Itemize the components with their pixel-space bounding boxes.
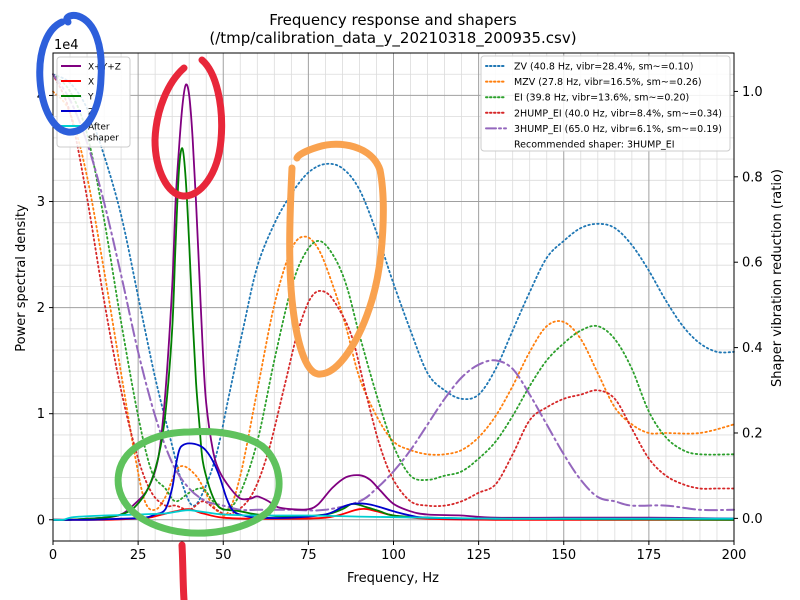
blue-circle-annotation: [36, 12, 105, 136]
x-tick-label: 100: [381, 548, 406, 563]
psd-line-z: [52, 442, 734, 521]
red-stroke-annotation: [178, 541, 188, 600]
shaper-line-ei: [52, 73, 735, 511]
x-tick-label: 200: [722, 548, 747, 563]
y-axis-label: Power spectral density: [14, 204, 29, 352]
legend-shaper-label: 3HUMP_EI (65.0 Hz, vibr=6.1%, sm~=0.19): [514, 124, 722, 135]
legend-shapers-box: [480, 55, 731, 152]
y-right-tick-label: 1.0: [742, 85, 763, 100]
legend-shaper-label: MZV (27.8 Hz, vibr=16.5%, sm~=0.26): [514, 77, 702, 88]
x-tick-label: 0: [49, 548, 57, 563]
hand-drawn-annotations: [36, 12, 387, 600]
legend-psd-box: [56, 56, 131, 148]
shaper-series-group: [52, 73, 735, 517]
y-right-tick-label: 0.4: [742, 341, 763, 356]
x-tick-label: 25: [130, 548, 147, 563]
legend-shapers: ZV (40.8 Hz, vibr=28.4%, sm~=0.10) MZV (2…: [480, 55, 731, 152]
x-tick-label: 75: [300, 548, 317, 563]
chart-subtitle: (/tmp/calibration_data_y_20210318_200935…: [209, 29, 576, 48]
shaper-line-2hump-ei: [52, 73, 735, 516]
y-right-tick-label: 0.6: [742, 256, 763, 271]
y-tick-label: 3: [37, 195, 45, 210]
legend-shaper-label: 2HUMP_EI (40.0 Hz, vibr=8.4%, sm~=0.34): [514, 108, 722, 119]
x-tick-label: 175: [636, 548, 661, 563]
x-tick-label: 125: [466, 548, 491, 563]
x-tick-label: 150: [551, 548, 576, 563]
psd-line-after-shaper: [52, 509, 734, 521]
legend-psd-label: X: [88, 78, 94, 88]
y-tick-label: 2: [37, 301, 45, 316]
y-right-tick-label: 0.0: [742, 512, 763, 527]
legend-shaper-label: ZV (40.8 Hz, vibr=28.4%, sm~=0.10): [514, 62, 693, 73]
y-offset-label: 1e4: [54, 38, 79, 53]
x-tick-label: 50: [215, 548, 232, 563]
legend-psd-label: Y: [87, 93, 94, 103]
y-axis-right-label: Shaper vibration reduction (ratio): [770, 169, 785, 387]
green-loop-annotation: [114, 428, 283, 537]
psd-series-group: [52, 83, 735, 521]
red-loop-annotation: [151, 56, 226, 200]
orange-loop-annotation: [286, 140, 387, 378]
y-axis-right-ticks: 0.0 0.2 0.4 0.6 0.8 1.0: [734, 85, 763, 527]
y-tick-label: 1: [37, 407, 45, 422]
shaper-line-3hump-ei: [52, 73, 735, 512]
legend-psd-label: After shaper: [88, 123, 119, 144]
shaper-line-zv: [52, 73, 735, 507]
chart-title: Frequency response and shapers: [269, 11, 517, 29]
legend-shaper-label: Recommended shaper: 3HUMP_EI: [514, 140, 675, 151]
y-right-tick-label: 0.8: [742, 170, 763, 185]
shaper-line-mzv: [52, 90, 735, 517]
psd-line-y: [52, 147, 735, 521]
legend-shaper-label: EI (39.8 Hz, vibr=13.6%, sm~=0.20): [514, 93, 689, 104]
y-right-tick-label: 0.2: [742, 426, 763, 441]
x-axis-ticks: 0 25 50 75 100 125 150 175 200: [49, 541, 747, 563]
x-axis-label: Frequency, Hz: [347, 571, 439, 586]
y-tick-label: 0: [37, 513, 45, 528]
